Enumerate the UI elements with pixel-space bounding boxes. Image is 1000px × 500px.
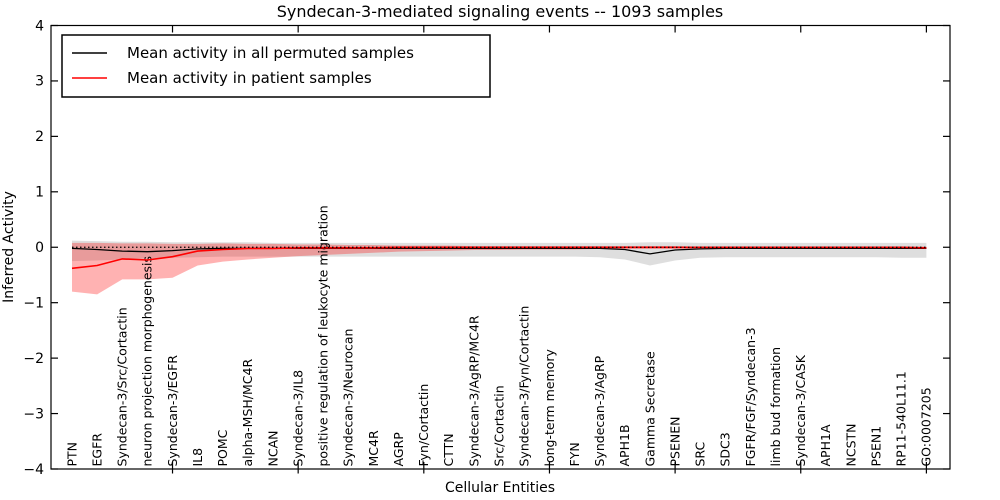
y-tick-label: −1 — [23, 295, 44, 311]
x-tick-label: AGRP — [391, 432, 406, 467]
x-tick-label: PTN — [64, 442, 79, 467]
y-tick-label: −3 — [23, 406, 44, 422]
x-tick-label: NCAN — [265, 431, 280, 467]
patient-activity-range-band — [72, 242, 927, 295]
x-tick-labels: PTN EGFR Syndecan-3/Src/Cortactin neuron pr… — [64, 205, 933, 466]
y-tick-label: −4 — [23, 462, 44, 478]
y-tick-label: 1 — [35, 185, 44, 201]
x-tick-label: Syndecan-3/Fyn/Cortactin — [517, 306, 532, 467]
x-tick-label: RP11-540L11.1 — [894, 371, 909, 466]
x-tick-label: SRC — [692, 442, 707, 467]
x-tick-label: Syndecan-3/AgRP/MC4R — [466, 315, 481, 466]
x-tick-label: PSENEN — [667, 417, 682, 467]
x-tick-label: MC4R — [366, 430, 381, 466]
x-tick-label: FYN — [567, 442, 582, 466]
x-tick-label: Src/Cortactin — [491, 385, 506, 466]
y-tick-label: −2 — [23, 351, 44, 367]
permuted-mean-line — [71, 247, 927, 255]
x-tick-label: long-term memory — [542, 349, 557, 467]
x-tick-label: FGFR/FGF/Syndecan-3 — [743, 327, 758, 466]
x-tick-label: alpha-MSH/MC4R — [240, 359, 255, 467]
axis-ticks-layer: 4 3 2 1 0 −1 −2 −3 −4 — [23, 18, 950, 478]
x-tick-label: APH1A — [818, 424, 833, 466]
y-axis-title: Inferred Activity — [1, 191, 17, 303]
x-tick-label: POMC — [215, 429, 230, 466]
x-tick-label: APH1B — [617, 424, 632, 466]
x-tick-label: PSEN1 — [868, 426, 883, 467]
x-tick-label: EGFR — [89, 433, 104, 467]
x-tick-label: limb bud formation — [768, 347, 783, 467]
y-tick-label: 4 — [35, 18, 44, 34]
y-tick-label: 0 — [35, 240, 44, 256]
x-tick-label: GO:0007205 — [919, 387, 934, 466]
y-tick-label: 3 — [35, 74, 44, 90]
x-tick-label: Syndecan-3/Neurocan — [341, 329, 356, 467]
x-tick-label: Syndecan-3/IL8 — [290, 370, 305, 467]
x-tick-label: Syndecan-3/EGFR — [165, 355, 180, 467]
x-tick-label: Syndecan-3/CASK — [793, 354, 808, 466]
x-tick-label: SDC3 — [718, 432, 733, 466]
x-tick-label: neuron projection morphogenesis — [140, 256, 155, 467]
chart-title: Syndecan-3-mediated signaling events -- … — [277, 2, 724, 21]
legend-permuted-label: Mean activity in all permuted samples — [127, 44, 414, 62]
plot-data-layer: PTN EGFR Syndecan-3/Src/Cortactin neuron pr… — [64, 205, 933, 466]
x-tick-label: Syndecan-3/Src/Cortactin — [115, 307, 130, 466]
y-tick-label: 2 — [35, 129, 44, 145]
x-tick-label: NCSTN — [843, 424, 858, 467]
x-axis-title: Cellular Entities — [445, 480, 555, 496]
legend-box — [61, 34, 491, 98]
x-tick-label: Gamma Secretase — [642, 351, 657, 466]
legend: Mean activity in all permuted samples Me… — [61, 34, 491, 98]
x-tick-label: Syndecan-3/AgRP — [592, 355, 607, 466]
x-tick-label: Fyn/Cortactin — [416, 384, 431, 467]
x-tick-label: positive regulation of leukocyte migrati… — [316, 205, 331, 466]
plot-frame — [50, 24, 951, 470]
x-tick-label: CTTN — [441, 433, 456, 466]
x-tick-label: IL8 — [190, 448, 205, 467]
legend-patient-label: Mean activity in patient samples — [127, 69, 372, 87]
